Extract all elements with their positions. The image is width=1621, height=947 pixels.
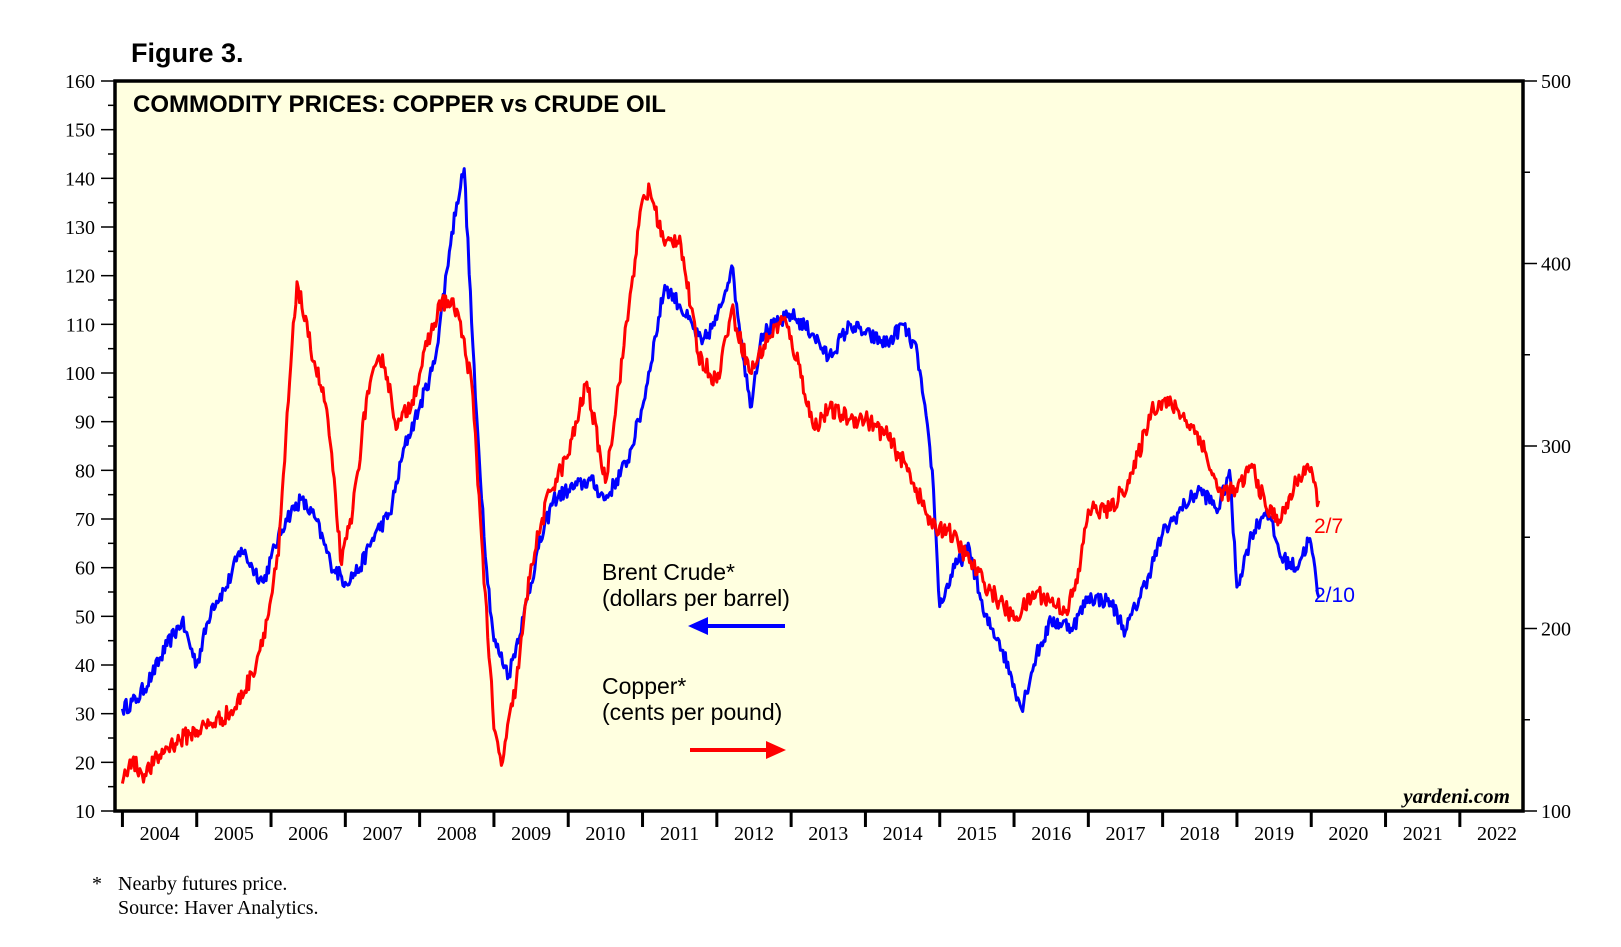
left-tick-label: 110: [66, 314, 95, 336]
x-axis-labels: 2004 2005 2006 2007 2008 2009 2010 2011 2012 2013…: [140, 823, 1517, 845]
left-tick-label: 120: [65, 266, 95, 288]
left-tick-label: 100: [65, 363, 95, 385]
right-axis-labels: 100 200 300 400 500: [1541, 71, 1571, 823]
watermark: yardeni.com: [1400, 784, 1510, 808]
left-arrow-icon: [688, 617, 785, 635]
x-tick-label: 2018: [1180, 823, 1220, 845]
x-tick-label: 2014: [883, 823, 923, 845]
left-tick-label: 50: [75, 606, 95, 628]
x-tick-label: 2019: [1254, 823, 1294, 845]
right-tick-label: 400: [1541, 254, 1571, 276]
right-tick-label: 300: [1541, 436, 1571, 458]
x-tick-label: 2010: [585, 823, 625, 845]
plot-frame: [113, 79, 1525, 813]
brent-unit-label: (dollars per barrel): [602, 585, 790, 611]
copper-end-label: 2/7: [1314, 515, 1343, 538]
left-axis-labels: 10 20 30 40 50 60 70 80 90 100 110 120 130 140 150 160: [65, 71, 95, 823]
footnote-marker: *: [92, 873, 102, 895]
series-layer: [120, 167, 1321, 784]
left-tick-label: 40: [75, 655, 95, 677]
chart-title: COMMODITY PRICES: COPPER vs CRUDE OIL: [133, 91, 666, 118]
footnote-text: Nearby futures price.: [118, 873, 288, 895]
left-tick-label: 60: [75, 558, 95, 580]
x-tick-label: 2005: [214, 823, 254, 845]
left-tick-label: 30: [75, 704, 95, 726]
x-tick-label: 2016: [1031, 823, 1071, 845]
source-note: Source: Haver Analytics.: [118, 897, 319, 919]
x-tick-label: 2012: [734, 823, 774, 845]
copper-label: Copper*: [602, 673, 686, 699]
x-tick-label: 2015: [957, 823, 997, 845]
right-tick-label: 500: [1541, 71, 1571, 93]
x-tick-label: 2004: [140, 823, 180, 845]
x-tick-label: 2009: [511, 823, 551, 845]
x-tick-label: 2022: [1477, 823, 1517, 845]
left-tick-label: 160: [65, 71, 95, 93]
x-tick-label: 2006: [288, 823, 328, 845]
brent-end-label: 2/10: [1314, 584, 1355, 607]
left-tick-label: 10: [75, 801, 95, 823]
left-tick-label: 90: [75, 412, 95, 434]
left-tick-label: 140: [65, 168, 95, 190]
footnote: * Nearby futures price.: [92, 873, 287, 896]
left-tick-label: 20: [75, 752, 95, 774]
copper-unit-label: (cents per pound): [602, 699, 782, 725]
left-tick-label: 80: [75, 460, 95, 482]
x-tick-label: 2021: [1403, 823, 1443, 845]
right-tick-label: 200: [1541, 619, 1571, 641]
left-tick-label: 150: [65, 120, 95, 142]
copper-line: [120, 182, 1321, 784]
figure-label: Figure 3.: [131, 38, 244, 68]
x-tick-label: 2020: [1328, 823, 1368, 845]
x-tick-label: 2013: [808, 823, 848, 845]
x-tick-label: 2011: [660, 823, 699, 845]
x-tick-label: 2007: [362, 823, 402, 845]
x-tick-label: 2017: [1105, 823, 1145, 845]
brent-label: Brent Crude*: [602, 559, 735, 585]
x-tick-label: 2008: [437, 823, 477, 845]
plot-background: [115, 81, 1523, 811]
left-tick-label: 130: [65, 217, 95, 239]
left-tick-label: 70: [75, 509, 95, 531]
brent-crude-line: [120, 167, 1321, 716]
right-tick-label: 100: [1541, 801, 1571, 823]
right-arrow-icon: [690, 741, 786, 759]
